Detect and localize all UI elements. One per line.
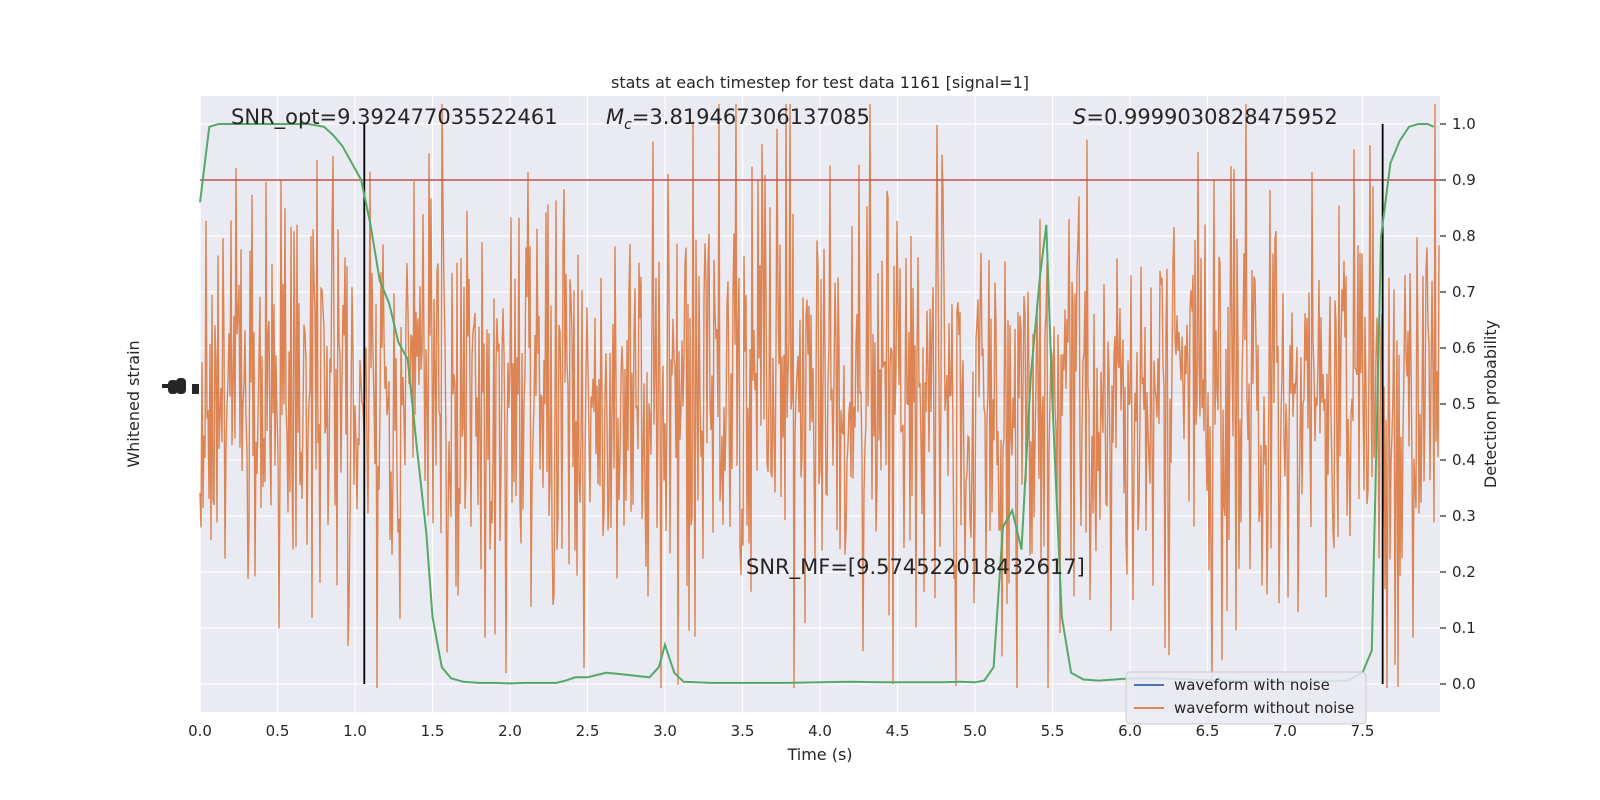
x-tick-label: 3.5 — [731, 722, 755, 740]
legend-label-clean: waveform without noise — [1174, 699, 1354, 717]
snr-mf-annotation: SNR_MF=[9.574522018432617] — [746, 555, 1085, 580]
y-right-tick-labels: 0.0 0.1 0.2 0.3 0.4 0.5 0.6 0.7 0.8 0.9 1.0 — [1440, 115, 1476, 693]
s-annotation: S=0.9999030828475952 — [1073, 105, 1338, 129]
x-tick-label: 0.0 — [188, 722, 212, 740]
x-tick-label: 7.0 — [1273, 722, 1297, 740]
y-axis-right-label: Detection probability — [1481, 320, 1500, 488]
x-axis-label: Time (s) — [786, 745, 852, 764]
legend: waveform with noise waveform without noi… — [1125, 671, 1367, 725]
x-tick-label: 4.5 — [886, 722, 910, 740]
y-axis-left-label: Whitened strain — [124, 340, 143, 467]
x-tick-label: 0.5 — [266, 722, 290, 740]
mc-value: =3.819467306137085 — [632, 105, 870, 129]
s-value: =0.9999030828475952 — [1086, 105, 1337, 129]
legend-label-noise: waveform with noise — [1174, 676, 1330, 694]
legend-box — [1125, 671, 1367, 725]
x-tick-label: 7.5 — [1351, 722, 1375, 740]
x-tick-label: 3.0 — [653, 722, 677, 740]
y-right-tick-label: 0.1 — [1452, 619, 1476, 637]
x-tick-label: 6.5 — [1196, 722, 1220, 740]
y-right-tick-label: 1.0 — [1452, 115, 1476, 133]
y-right-tick-label: 0.4 — [1452, 451, 1476, 469]
y-right-tick-label: 0.2 — [1452, 563, 1476, 581]
x-tick-label: 5.0 — [963, 722, 987, 740]
y-right-tick-label: 0.9 — [1452, 171, 1476, 189]
x-tick-labels: 0.0 0.5 1.0 1.5 2.0 2.5 3.0 3.5 4.0 4.5 5.0 5.5 6.0 6… — [188, 722, 1374, 740]
mc-subscript: c — [624, 117, 632, 133]
x-tick-label: 2.5 — [576, 722, 600, 740]
y-right-tick-label: 0.3 — [1452, 507, 1476, 525]
y-right-tick-label: 0.8 — [1452, 227, 1476, 245]
y-right-tick-label: 0.6 — [1452, 339, 1476, 357]
left-tick-clutter — [162, 378, 199, 394]
y-right-tick-label: 0.0 — [1452, 675, 1476, 693]
x-tick-label: 5.5 — [1041, 722, 1065, 740]
y-right-tick-label: 0.5 — [1452, 395, 1476, 413]
x-tick-label: 6.0 — [1118, 722, 1142, 740]
mc-symbol: M — [606, 105, 624, 129]
mc-annotation: Mc=3.819467306137085 — [606, 105, 870, 133]
s-symbol: S — [1073, 105, 1086, 129]
x-tick-label: 1.5 — [421, 722, 445, 740]
chart-title: stats at each timestep for test data 116… — [611, 73, 1029, 92]
strain-series — [199, 103, 1440, 689]
x-tick-label: 4.0 — [808, 722, 832, 740]
x-tick-label: 2.0 — [498, 722, 522, 740]
y-right-tick-label: 0.7 — [1452, 283, 1476, 301]
snr-opt-annotation: SNR_opt=9.392477035522461 — [231, 105, 558, 130]
x-tick-label: 1.0 — [343, 722, 367, 740]
waveform-without-noise-line — [199, 103, 1440, 689]
